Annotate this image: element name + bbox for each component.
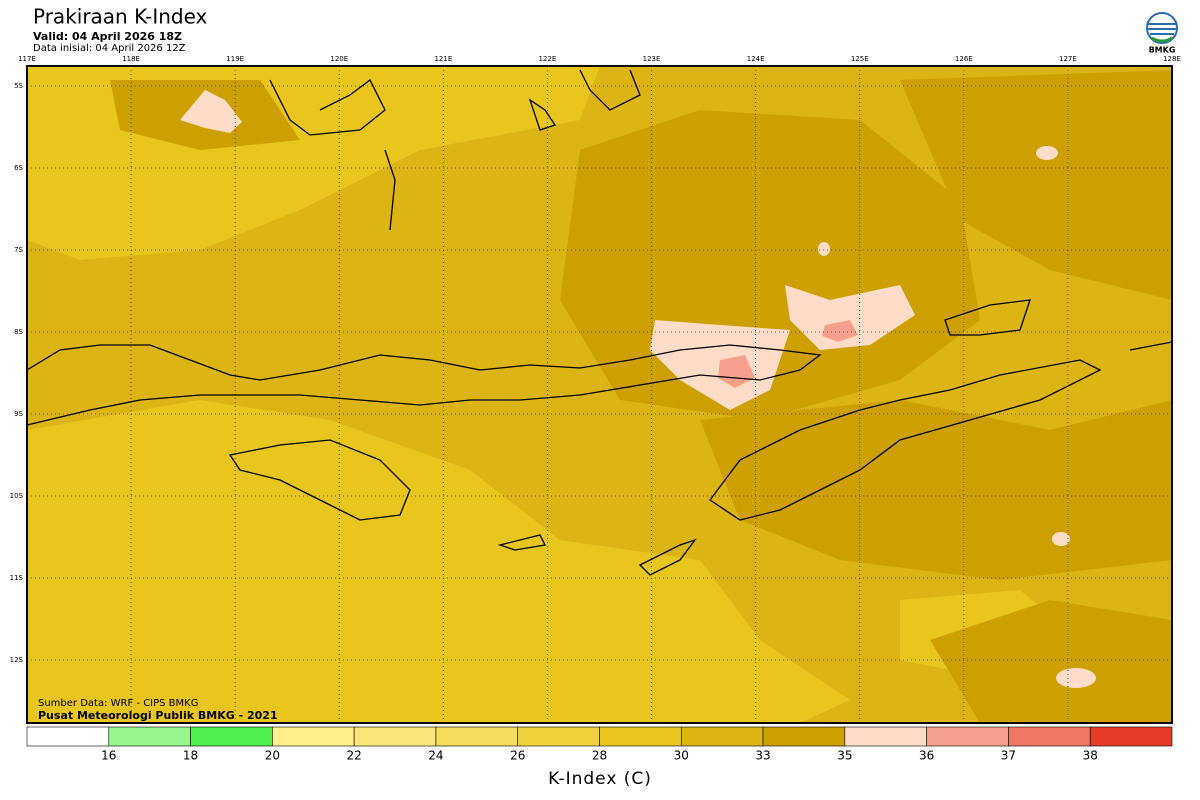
longitude-label: 117E (18, 55, 36, 63)
longitude-label: 122E (539, 55, 557, 63)
longitude-label: 124E (747, 55, 765, 63)
data-source: Sumber Data: WRF - CIPS BMKG (38, 698, 198, 709)
colorbar-tick: 36 (919, 749, 934, 763)
colorbar-tick: 35 (837, 749, 852, 763)
colorbar-swatch (599, 726, 682, 747)
colorbar-swatch (353, 726, 437, 747)
coastlines (26, 69, 1173, 576)
graticule (27, 66, 1172, 723)
colorbar-tick: 20 (265, 749, 280, 763)
map-field (27, 66, 1172, 723)
title: Prakiraan K-Index (33, 5, 208, 29)
colorbar-tick: 30 (674, 749, 689, 763)
colorbar-swatch (108, 726, 191, 747)
longitude-label: 121E (434, 55, 452, 63)
colorbar-swatch (926, 726, 1009, 747)
colorbar-swatch (762, 726, 846, 747)
latitude-label: 9S (14, 410, 23, 418)
longitude-label: 126E (955, 55, 973, 63)
colorbar-swatch (272, 726, 355, 747)
colorbar-tick: 26 (510, 749, 525, 763)
colorbar-tick: 38 (1083, 749, 1098, 763)
colorbar-swatch (435, 726, 519, 747)
credit: Pusat Meteorologi Publik BMKG - 2021 (38, 709, 278, 722)
valid-time: Valid: 04 April 2026 18Z (33, 30, 182, 43)
colorbar-tick: 18 (183, 749, 198, 763)
colorbar-tick: 37 (1001, 749, 1016, 763)
longitude-label: 123E (643, 55, 661, 63)
longitude-label: 125E (851, 55, 869, 63)
latitude-label: 7S (14, 246, 23, 254)
colorbar: 16 18 20 22 24 26 28 30 33 35 36 37 38 (26, 726, 1173, 763)
colorbar-tick: 33 (755, 749, 770, 763)
colorbar-swatch (517, 726, 600, 747)
longitude-label: 118E (122, 55, 140, 63)
latitude-label: 8S (14, 328, 23, 336)
latitude-label: 12S (10, 656, 24, 664)
logo-text: BMKG (1149, 46, 1176, 55)
logo: BMKG (1146, 12, 1178, 55)
longitude-label: 120E (330, 55, 348, 63)
colorbar-tick: 16 (101, 749, 116, 763)
colorbar-swatch (1089, 726, 1173, 747)
latitude-label: 5S (14, 82, 23, 90)
longitude-label: 128E (1163, 55, 1181, 63)
colorbar-tick: 22 (347, 749, 362, 763)
latitude-label: 11S (10, 574, 24, 582)
initial-time: Data inisial: 04 April 2026 12Z (33, 43, 186, 54)
colorbar-tick: 28 (592, 749, 607, 763)
colorbar-swatch (190, 726, 273, 747)
map-frame (26, 65, 1173, 724)
colorbar-swatch (844, 726, 927, 747)
colorbar-swatch (680, 726, 764, 747)
longitude-label: 119E (226, 55, 244, 63)
latitude-label: 6S (14, 164, 23, 172)
longitude-label: 127E (1059, 55, 1077, 63)
colorbar-swatch (26, 726, 110, 747)
colorbar-tick: 24 (428, 749, 443, 763)
latitude-label: 10S (10, 492, 24, 500)
colorbar-swatch (1008, 726, 1091, 747)
colorbar-label: K-Index (C) (548, 769, 652, 789)
